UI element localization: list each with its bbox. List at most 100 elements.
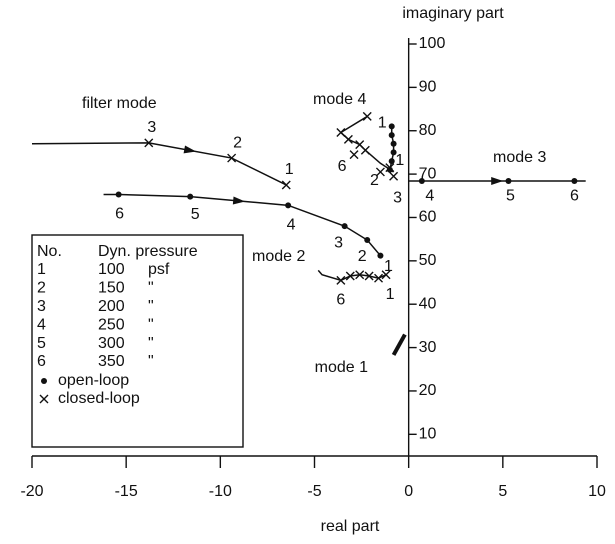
y-axis-label: imaginary part (402, 5, 504, 22)
point-label: 1 (378, 115, 387, 132)
x-tick-label: 5 (498, 483, 507, 500)
legend-no: 5 (37, 335, 46, 352)
direction-arrow (232, 196, 246, 205)
x-tick-label: 0 (404, 483, 413, 500)
y-tick-label: 90 (419, 79, 437, 96)
closed-loop-point (349, 150, 359, 160)
x-tick-label: -20 (20, 483, 43, 500)
locus-curve (31, 142, 287, 186)
legend-unit: " (148, 316, 154, 333)
point-label: 6 (570, 187, 579, 204)
legend-pressure: 200 (98, 298, 125, 315)
legend-no: 6 (37, 353, 46, 370)
closed-loop-point (375, 167, 385, 177)
legend-open-marker (41, 378, 47, 384)
open-loop-point (571, 178, 578, 185)
open-loop-point (341, 223, 348, 230)
legend-no: 2 (37, 280, 46, 297)
point-label: 3 (393, 189, 402, 206)
open-loop-point (505, 178, 512, 185)
legend-marker-label: closed-loop (58, 390, 140, 407)
locus-name: mode 1 (315, 359, 368, 376)
y-tick-label: 40 (419, 295, 437, 312)
point-label: 4 (287, 217, 296, 234)
y-tick-label: 100 (419, 35, 446, 52)
point-label: 2 (370, 172, 379, 189)
open-loop-point (418, 178, 425, 185)
open-loop-point (115, 191, 122, 198)
open-loop-point (390, 149, 397, 156)
closed-loop-point (389, 171, 399, 181)
y-tick-label: 60 (419, 209, 437, 226)
point-label: 4 (425, 187, 434, 204)
legend-unit: " (148, 298, 154, 315)
locus-name: mode 3 (493, 149, 546, 166)
y-tick-label: 80 (419, 122, 437, 139)
x-tick-label: -15 (115, 483, 138, 500)
closed-loop-point (144, 138, 154, 148)
open-loop-point (386, 166, 393, 173)
open-loop-point (187, 193, 194, 200)
open-loop-point (377, 252, 384, 259)
legend-pressure: 350 (98, 353, 125, 370)
x-tick-label: -5 (307, 483, 321, 500)
legend-pressure: 300 (98, 335, 125, 352)
point-label: 1 (386, 286, 395, 303)
closed-loop-point (345, 271, 355, 281)
point-label: 6 (338, 158, 347, 175)
point-label: 6 (115, 206, 124, 223)
locus-name: mode 2 (252, 248, 305, 265)
legend-header: No. (37, 243, 62, 260)
open-loop-point (390, 140, 397, 147)
closed-loop-point (374, 273, 384, 283)
point-label: 2 (358, 248, 367, 265)
x-axis-label: real part (321, 518, 380, 535)
direction-arrow (183, 145, 197, 154)
y-tick-label: 70 (419, 165, 437, 182)
x-tick-label: 10 (588, 483, 606, 500)
closed-loop-point (360, 145, 370, 155)
legend-unit: " (148, 335, 154, 352)
locus-curve (317, 269, 387, 282)
closed-loop-point (362, 111, 372, 121)
legend-pressure: 250 (98, 316, 125, 333)
legend-unit: psf (148, 261, 170, 278)
legend-closed-marker (39, 394, 49, 404)
legend-no: 3 (37, 298, 46, 315)
open-loop-point (388, 123, 395, 130)
closed-loop-point (343, 134, 353, 144)
open-loop-point (388, 132, 395, 139)
legend-no: 4 (37, 316, 46, 333)
closed-loop-point (281, 180, 291, 190)
point-label: 5 (506, 187, 515, 204)
y-tick-label: 30 (419, 339, 437, 356)
closed-loop-point (336, 275, 346, 285)
y-tick-label: 50 (419, 252, 437, 269)
closed-loop-point (355, 270, 365, 280)
point-label: 1 (384, 258, 393, 275)
point-label: 3 (334, 234, 343, 251)
y-tick-label: 10 (419, 426, 437, 443)
open-loop-point (285, 202, 292, 209)
legend-no: 1 (37, 261, 46, 278)
closed-loop-point (336, 127, 346, 137)
closed-loop-point (364, 271, 374, 281)
locus-curve (391, 333, 407, 356)
point-label: 1 (285, 161, 294, 178)
closed-loop-point (381, 270, 391, 280)
point-label: 1 (395, 152, 404, 169)
y-tick-label: 20 (419, 382, 437, 399)
point-label: 6 (336, 292, 345, 309)
legend-marker-label: open-loop (58, 372, 129, 389)
legend-header: Dyn. pressure (98, 243, 198, 260)
x-tick-label: -10 (209, 483, 232, 500)
closed-loop-point (227, 153, 237, 163)
legend-unit: " (148, 353, 154, 370)
legend-pressure: 150 (98, 280, 125, 297)
open-loop-point (388, 158, 395, 165)
locus-name: mode 4 (313, 91, 366, 108)
point-label: 5 (191, 206, 200, 223)
legend-unit: " (148, 280, 154, 297)
point-label: 3 (147, 119, 156, 136)
